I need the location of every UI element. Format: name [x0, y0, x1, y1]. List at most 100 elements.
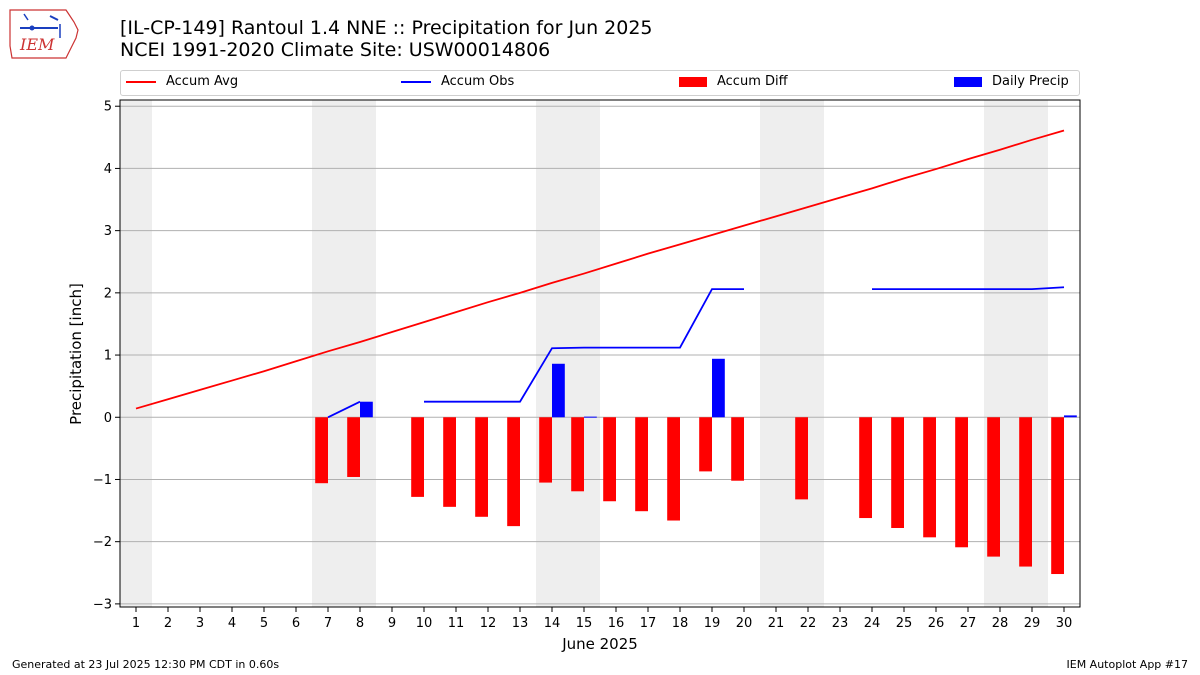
x-tick-label: 19 [704, 616, 721, 631]
grid-lines [120, 105, 1080, 605]
diff-bar-day-24 [859, 417, 872, 519]
y-tick-label: 2 [104, 286, 112, 301]
legend-item-obs: Accum Obs [401, 74, 514, 89]
legend-swatch-diff [679, 76, 707, 87]
x-tick-label: 29 [1024, 616, 1041, 631]
daily-bar-day-14 [552, 363, 565, 418]
weekend-band-0 [120, 100, 152, 607]
weekend-band-2 [536, 100, 600, 607]
x-tick-label: 26 [928, 616, 945, 631]
footer-generated: Generated at 23 Jul 2025 12:30 PM CDT in… [12, 658, 280, 671]
diff-bar-day-17 [635, 417, 648, 512]
diff-bar-day-20 [731, 417, 744, 481]
iowa-map-icon [9, 9, 79, 59]
x-tick-label: 18 [672, 616, 689, 631]
accum-obs-line-segment-2 [872, 286, 1065, 291]
x-tick-label: 16 [608, 616, 625, 631]
legend-swatch-avg [126, 80, 156, 83]
iem-logo: IEM [8, 6, 80, 60]
y-axis-ticks: −3 −2 −1 0 1 2 3 4 5 [93, 100, 120, 612]
legend-swatch-obs [401, 80, 431, 83]
x-tick-label: 9 [388, 616, 396, 631]
x-tick-label: 3 [196, 616, 204, 631]
diff-bar-day-18 [667, 417, 680, 521]
diff-bar-day-8 [347, 417, 360, 477]
x-tick-label: 25 [896, 616, 913, 631]
legend: Accum Avg Accum Obs Accum Diff Daily Pre… [120, 70, 1080, 96]
x-tick-label: 23 [832, 616, 849, 631]
diff-bar-day-29 [1019, 417, 1032, 567]
diff-bar-day-25 [891, 417, 904, 528]
legend-item-avg: Accum Avg [126, 74, 238, 89]
diff-bar-day-12 [475, 417, 488, 517]
diff-bar-day-19 [699, 417, 712, 472]
legend-label-obs: Accum Obs [441, 74, 515, 89]
diff-bar-day-11 [443, 417, 456, 507]
legend-item-daily: Daily Precip [954, 74, 1069, 89]
x-tick-label: 28 [992, 616, 1009, 631]
x-tick-label: 22 [800, 616, 817, 631]
x-tick-label: 12 [480, 616, 497, 631]
y-tick-label: 3 [104, 224, 112, 239]
y-tick-label: −1 [93, 473, 112, 488]
diff-bar-day-26 [923, 417, 936, 538]
x-tick-label: 13 [512, 616, 529, 631]
x-tick-label: 6 [292, 616, 300, 631]
weekend-band-3 [760, 100, 824, 607]
y-tick-label: 5 [104, 100, 112, 115]
diff-bar-day-30 [1051, 417, 1064, 575]
daily-bar-day-30 [1064, 415, 1077, 418]
accum-obs-line-segment-0 [327, 400, 361, 419]
plot-frame [119, 99, 1081, 608]
y-tick-label: 4 [104, 162, 112, 177]
legend-label-daily: Daily Precip [992, 74, 1069, 89]
logo-text: IEM [20, 35, 55, 54]
x-tick-label: 15 [576, 616, 593, 631]
daily-bar-day-8 [360, 401, 373, 418]
diff-bar-day-28 [987, 417, 1000, 557]
x-tick-label: 4 [228, 616, 236, 631]
bars [315, 358, 1077, 575]
legend-label-avg: Accum Avg [166, 74, 239, 89]
y-tick-label: 0 [104, 411, 112, 426]
diff-bar-day-10 [411, 417, 424, 497]
x-tick-label: 5 [260, 616, 268, 631]
chart-title: [IL-CP-149] Rantoul 1.4 NNE :: Precipita… [120, 17, 653, 39]
diff-bar-day-15 [571, 417, 584, 492]
x-tick-label: 21 [768, 616, 785, 631]
diff-bar-day-27 [955, 417, 968, 548]
x-tick-label: 11 [448, 616, 465, 631]
daily-bar-day-19 [712, 358, 725, 418]
x-axis-label: June 2025 [561, 635, 638, 653]
legend-swatch-daily [954, 76, 982, 87]
legend-label-diff: Accum Diff [717, 74, 788, 89]
x-axis-ticks: 1 2 3 4 5 6 7 8 9 10 11 12 13 14 15 16 17 18 19 20 21 22 23 24 2… [132, 607, 1072, 631]
y-axis-label: Precipitation [inch] [67, 283, 85, 425]
footer-app: IEM Autoplot App #17 [1066, 658, 1189, 671]
diff-bar-day-16 [603, 417, 616, 502]
y-tick-label: 1 [104, 349, 112, 364]
accum-avg-line-segment-0 [135, 129, 1065, 410]
x-tick-label: 24 [864, 616, 881, 631]
legend-item-diff: Accum Diff [679, 74, 788, 89]
diff-bar-day-22 [795, 417, 808, 500]
lines [135, 129, 1065, 419]
x-tick-label: 27 [960, 616, 977, 631]
y-tick-label: −2 [93, 535, 112, 550]
diff-bar-day-14 [539, 417, 552, 483]
x-tick-label: 8 [356, 616, 364, 631]
daily-bar-day-15 [584, 416, 597, 418]
chart-subtitle: NCEI 1991-2020 Climate Site: USW00014806 [120, 39, 551, 61]
accum-obs-line-segment-1 [424, 288, 744, 403]
diff-bar-day-13 [507, 417, 520, 527]
diff-bar-day-7 [315, 417, 328, 484]
x-tick-label: 17 [640, 616, 657, 631]
x-tick-label: 30 [1056, 616, 1073, 631]
y-tick-label: −3 [93, 597, 112, 612]
x-tick-label: 20 [736, 616, 753, 631]
x-tick-label: 2 [164, 616, 172, 631]
x-tick-label: 14 [544, 616, 561, 631]
x-tick-label: 7 [324, 616, 332, 631]
x-tick-label: 10 [416, 616, 433, 631]
